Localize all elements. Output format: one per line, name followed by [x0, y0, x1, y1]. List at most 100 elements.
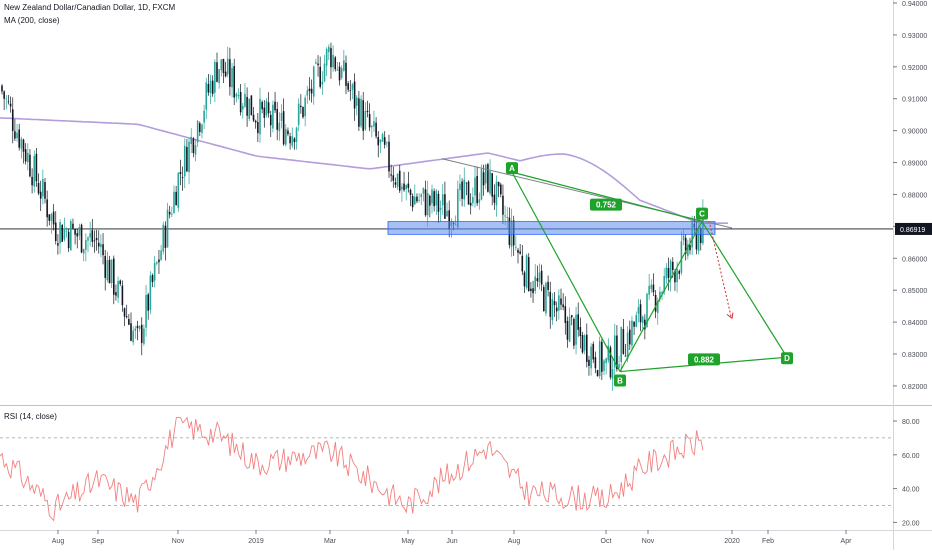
candle-body — [626, 332, 629, 359]
candle-body — [607, 345, 610, 361]
support-resistance-zone[interactable] — [387, 221, 716, 235]
candle-body — [672, 261, 674, 270]
candle-body — [596, 370, 599, 377]
candle-body — [377, 137, 380, 146]
candle-body — [158, 259, 160, 263]
candle-body — [355, 97, 358, 106]
candle-body — [366, 110, 369, 113]
pattern-leg[interactable] — [511, 171, 703, 223]
candle-body — [315, 62, 317, 64]
symbol-title[interactable]: New Zealand Dollar/Canadian Dollar, 1D, … — [4, 3, 176, 12]
candle-body — [263, 107, 266, 118]
candle-body — [661, 291, 663, 294]
candle-body — [616, 335, 618, 370]
ma-legend[interactable]: MA (200, close) — [4, 16, 60, 25]
label-b-badge[interactable] — [614, 374, 626, 387]
candle-body — [173, 191, 175, 213]
candle-body — [669, 261, 672, 279]
candle-body — [162, 224, 165, 252]
candle-body — [699, 228, 702, 244]
candle-body — [248, 98, 251, 119]
candle-body — [156, 262, 158, 264]
candle-body — [594, 357, 597, 369]
candle-body — [95, 237, 98, 241]
candle-body — [435, 190, 438, 206]
candle-body — [93, 240, 96, 242]
candle-body — [338, 66, 341, 81]
candle-body — [553, 301, 556, 306]
grid — [0, 228, 893, 506]
pattern-leg[interactable] — [701, 221, 788, 358]
price-tick-label: 0.82000 — [902, 384, 927, 391]
candle-body — [108, 259, 111, 284]
candle-body — [368, 114, 371, 128]
label-a-badge[interactable] — [506, 162, 518, 175]
candle-body — [388, 141, 390, 172]
candle-body — [467, 181, 470, 205]
rsi-legend[interactable]: RSI (14, close) — [4, 412, 57, 421]
candle-body — [140, 324, 143, 343]
candle-body — [70, 221, 72, 251]
candle-body — [603, 360, 605, 371]
candle-body — [282, 111, 285, 145]
candle-body — [340, 68, 343, 78]
candle-body — [203, 110, 205, 123]
label-d-badge[interactable] — [781, 352, 793, 365]
candle-body — [504, 215, 506, 217]
candle-body — [317, 63, 319, 66]
price-tick-label: 0.90000 — [902, 129, 927, 136]
candle-body — [3, 91, 5, 99]
candlestick-series — [1, 42, 704, 391]
rsi-tick-label: 60.00 — [902, 453, 920, 460]
pattern-leg[interactable] — [511, 171, 621, 372]
candle-body — [35, 153, 38, 182]
label-c-badge[interactable] — [696, 207, 708, 220]
candle-body — [33, 155, 36, 187]
ratio-abc-badge[interactable] — [590, 198, 622, 211]
candle-body — [480, 169, 483, 200]
candle-body — [285, 128, 287, 145]
candle-body — [414, 196, 416, 205]
candle-body — [691, 222, 693, 248]
candle-body — [360, 98, 362, 127]
abcd-pattern[interactable]: A B C D 0.752 0.882 — [441, 158, 793, 387]
candle-body — [577, 314, 579, 330]
candle-body — [482, 172, 485, 186]
pattern-leg[interactable] — [619, 221, 703, 372]
candle-body — [405, 185, 407, 190]
candle-body — [179, 171, 182, 175]
candle-body — [323, 63, 326, 82]
candle-body — [14, 131, 16, 139]
candle-body — [347, 83, 349, 90]
zone-rect[interactable] — [387, 221, 716, 235]
time-tick-label: Sep — [92, 538, 105, 545]
candle-body — [269, 114, 272, 126]
candle-body — [422, 187, 425, 194]
candle-body — [478, 199, 481, 203]
ratio-bd-badge[interactable] — [688, 353, 720, 366]
candle-body — [325, 48, 328, 66]
time-tick-label: Jun — [446, 538, 457, 545]
candle-body — [586, 334, 588, 362]
candle-body — [226, 58, 229, 75]
candle-body — [536, 278, 539, 282]
candle-body — [145, 294, 147, 328]
candle-body — [613, 335, 616, 368]
candle-body — [560, 298, 562, 305]
candle-body — [328, 46, 330, 53]
ratio-abc: 0.752 — [596, 201, 617, 210]
candle-body — [401, 186, 403, 190]
candle-body — [65, 230, 68, 232]
candle-body — [119, 280, 122, 285]
candle-body — [321, 81, 324, 85]
candle-body — [652, 284, 655, 293]
candle-body — [394, 182, 397, 185]
candle-body — [631, 320, 633, 346]
candle-body — [682, 235, 685, 241]
candle-body — [1, 85, 3, 92]
label-d: D — [784, 354, 790, 363]
candle-body — [461, 181, 463, 199]
candle-body — [676, 268, 678, 283]
